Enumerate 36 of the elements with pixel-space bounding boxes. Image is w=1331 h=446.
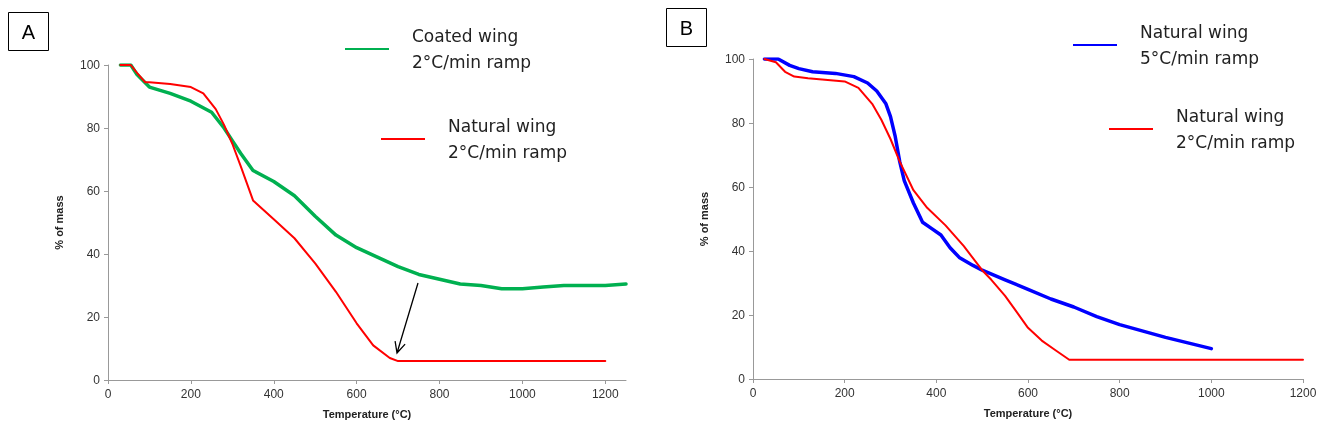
y-tick-label: 40 — [731, 244, 746, 258]
legend-label: Coated wing 2°C/min ramp — [412, 26, 532, 72]
y-tick-label: 100 — [724, 52, 746, 66]
x-axis-title: Temperature (°C) — [322, 407, 412, 420]
y-tick-label: 80 — [731, 116, 746, 130]
legend-label: Natural wing 5°C/min ramp — [1140, 22, 1260, 68]
legend-label: Natural wing 2°C/min ramp — [448, 116, 568, 162]
y-tick-label: 40 — [86, 247, 101, 261]
x-tick-label: 0 — [104, 387, 112, 401]
y-tick-label: 60 — [86, 184, 101, 198]
y-tick-label: 100 — [79, 58, 101, 72]
y-tick-label: 0 — [93, 373, 101, 387]
x-tick-label: 800 — [1109, 386, 1130, 400]
text: A — [21, 20, 36, 43]
text: B — [679, 16, 694, 39]
x-tick-label: 200 — [834, 386, 855, 400]
y-tick-label: 20 — [86, 310, 101, 324]
y-tick-label: 0 — [738, 372, 746, 386]
x-tick-label: 1000 — [1197, 386, 1225, 400]
y-tick-label: 20 — [731, 308, 746, 322]
x-tick-label: 800 — [429, 387, 450, 401]
x-tick-label: 1200 — [1289, 386, 1317, 400]
x-tick-label: 400 — [263, 387, 285, 401]
x-tick-label: 200 — [180, 387, 202, 401]
x-axis-title: Temperature (°C) — [983, 406, 1073, 419]
x-tick-label: 400 — [926, 386, 947, 400]
legend-label: Natural wing 2°C/min ramp — [1176, 106, 1296, 152]
x-tick-label: 600 — [1017, 386, 1039, 400]
y-tick-label: 60 — [731, 180, 746, 194]
x-tick-label: 0 — [749, 386, 757, 400]
x-tick-label: 1000 — [509, 387, 537, 401]
x-tick-label: 1200 — [591, 387, 619, 401]
y-axis-title: % of mass — [52, 195, 65, 250]
x-tick-label: 600 — [346, 387, 367, 401]
y-axis-title: % of mass — [697, 191, 710, 247]
y-tick-label: 80 — [86, 121, 101, 135]
